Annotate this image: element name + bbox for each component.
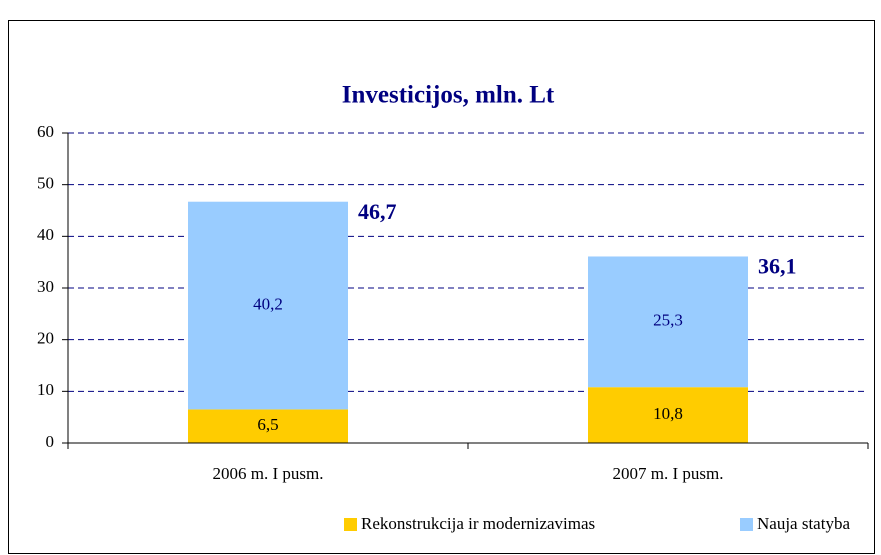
legend-label: Nauja statyba: [757, 514, 850, 533]
legend-swatch: [740, 518, 753, 531]
legend-swatch: [344, 518, 357, 531]
legend-label: Rekonstrukcija ir modernizavimas: [361, 514, 595, 533]
y-tick-label: 60: [37, 122, 54, 141]
x-tick-label: 2007 m. I pusm.: [613, 464, 724, 483]
y-tick-label: 40: [37, 225, 54, 244]
total-label: 36,1: [758, 254, 797, 279]
x-tick-label: 2006 m. I pusm.: [213, 464, 324, 483]
value-label: 40,2: [253, 294, 283, 313]
total-label: 46,7: [358, 199, 397, 224]
y-tick-label: 50: [37, 174, 54, 193]
value-label: 10,8: [653, 404, 683, 423]
bar-segment: [188, 201, 348, 410]
chart-title: Investicijos, mln. Lt: [342, 82, 555, 109]
value-label: 25,3: [653, 311, 683, 330]
bar-segment: [188, 409, 348, 443]
y-tick-label: 10: [37, 380, 54, 399]
value-label: 6,5: [257, 415, 278, 434]
y-tick-label: 30: [37, 277, 54, 296]
y-tick-label: 20: [37, 329, 54, 348]
bar-segment: [588, 256, 748, 388]
y-tick-label: 0: [46, 432, 55, 451]
bar-segment: [588, 387, 748, 443]
